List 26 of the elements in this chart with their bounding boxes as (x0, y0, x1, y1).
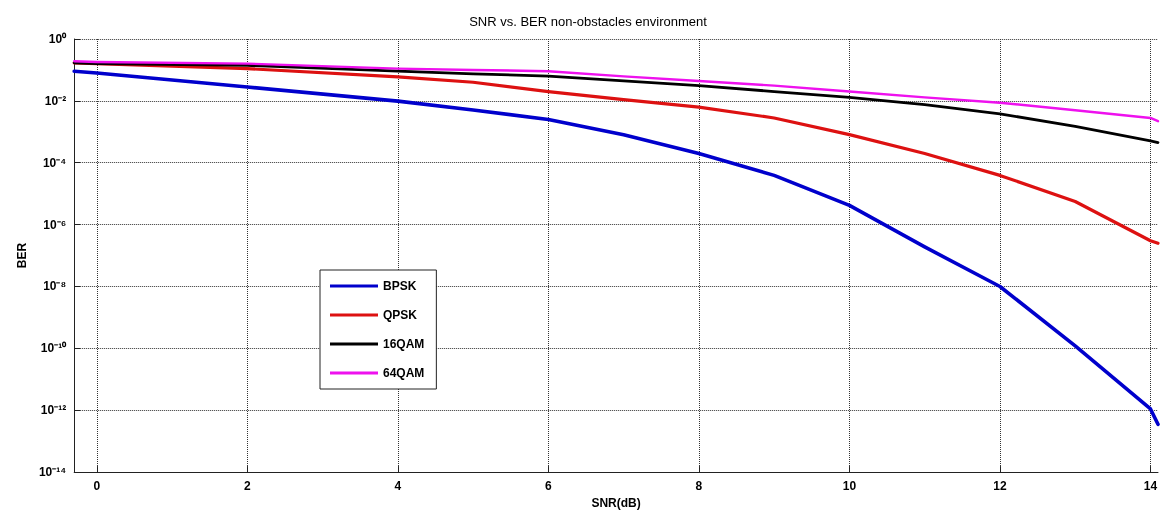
legend-label: QPSK (383, 308, 418, 322)
line-series (72, 60, 1160, 123)
y-tick-label: 10⁻⁴ (42, 155, 67, 170)
x-tick-label: 0 (93, 479, 101, 494)
x-tick-label: 14 (1143, 479, 1158, 494)
y-tick-label: 10⁻¹⁴ (38, 465, 67, 480)
y-axis-title: BER (15, 242, 29, 269)
chart-title: SNR vs. BER non-obstacles environment (469, 14, 708, 29)
y-tick-label: 10⁻⁸ (43, 279, 67, 294)
line-series (72, 69, 1160, 427)
x-tick-label: 10 (842, 479, 857, 494)
line-series (72, 61, 1160, 144)
legend-label: 16QAM (383, 337, 425, 351)
x-tick-label: 12 (993, 479, 1007, 494)
y-tick-label: 10⁻⁶ (43, 217, 67, 232)
x-tick-label: 2 (243, 479, 251, 494)
x-tick-label: 4 (394, 479, 402, 494)
x-tick-label: 8 (695, 479, 703, 494)
legend-label: BPSK (383, 279, 417, 293)
y-tick-label: 10⁻¹⁰ (40, 341, 68, 356)
y-tick-label: 10⁻¹² (40, 403, 67, 418)
y-tick-label: 10⁻² (44, 93, 67, 108)
legend-label: 64QAM (383, 366, 425, 380)
x-axis-title: SNR(dB) (591, 496, 641, 510)
y-tick-label: 10⁰ (48, 32, 68, 46)
x-tick-label: 6 (545, 479, 553, 494)
